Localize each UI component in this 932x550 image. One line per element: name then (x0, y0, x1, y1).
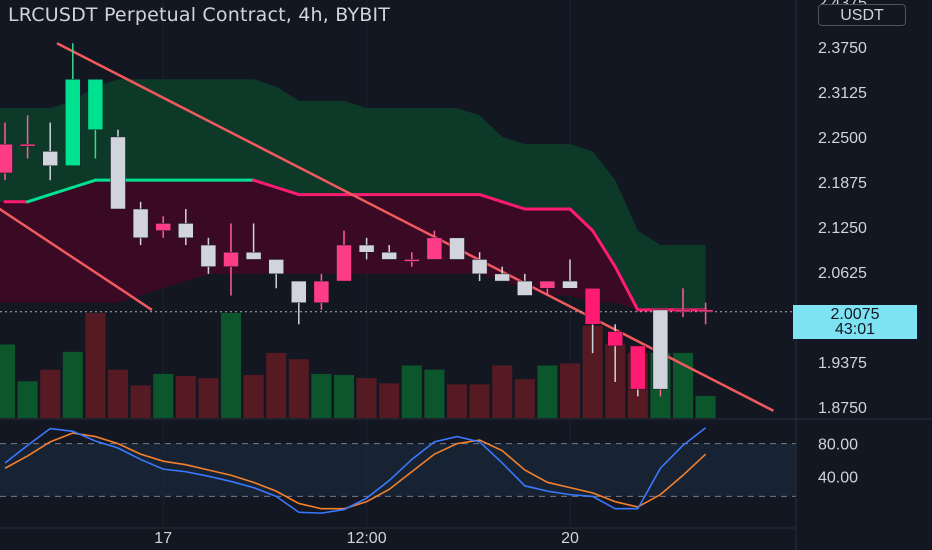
volume-bar (311, 373, 332, 418)
volume-bar (514, 379, 535, 418)
price-tick-label: 2.0625 (818, 265, 867, 282)
candle-body (245, 251, 262, 260)
time-tick-label: 12:00 (347, 530, 387, 547)
candle-body (584, 288, 601, 325)
last-price-badge: 2.0075 43:01 (793, 305, 917, 339)
mid-line-segment (500, 200, 527, 211)
candle-body (178, 223, 194, 239)
candle-body (630, 345, 646, 390)
candle-body (313, 280, 330, 303)
oscillator-tick-label: 80.00 (818, 437, 858, 454)
candle-body (426, 237, 443, 260)
mid-line-segment (591, 229, 617, 269)
lower-band-area (0, 180, 706, 310)
volume-bar (108, 369, 128, 418)
candle-body (155, 223, 171, 231)
price-tick-label: 2.2500 (818, 130, 867, 147)
currency-selector-button[interactable]: USDT (818, 4, 906, 26)
price-tick-label: 2.1875 (818, 175, 867, 192)
volume-bar (582, 325, 603, 418)
volume-bar (424, 369, 445, 418)
volume-bar (492, 365, 513, 418)
chart-title: LRCUSDT Perpetual Contract, 4h, BYBIT (8, 4, 391, 26)
candle-body (223, 251, 239, 267)
price-tick-label: 2.3125 (818, 85, 867, 102)
volume-bar (130, 385, 151, 418)
volume-bar (198, 378, 219, 418)
volume-bar (153, 373, 174, 418)
oscillator-d-line (4, 432, 707, 510)
volume-bars (0, 313, 716, 418)
volume-bar (334, 374, 354, 418)
price-tick-label: 1.9375 (818, 355, 867, 372)
volume-bar (356, 378, 377, 418)
candle-body (652, 309, 669, 390)
volume-bar (175, 376, 196, 418)
candle-body (471, 259, 488, 275)
mid-line-segment (252, 178, 278, 189)
mid-line-segment (26, 193, 52, 204)
mid-line-segment (71, 178, 97, 189)
volume-bar (469, 384, 490, 418)
candles (0, 43, 714, 397)
time-tick-label: 17 (154, 530, 172, 547)
candle-body (675, 309, 691, 313)
candle-body (0, 143, 13, 174)
candle-body (358, 244, 375, 253)
candle-body (132, 208, 149, 239)
volume-bar (0, 344, 15, 418)
volume-bar (17, 381, 38, 418)
volume-bar (695, 395, 716, 418)
oscillator-tick-label: 40.00 (818, 469, 858, 486)
mid-line-segment (48, 185, 75, 197)
candle-body (517, 280, 533, 296)
candle-body (607, 331, 623, 347)
volume-bar (560, 363, 580, 418)
candle-body (65, 79, 81, 167)
price-tick-label: 2.1250 (818, 220, 867, 237)
candle-body (87, 79, 104, 130)
candle-body (291, 280, 307, 303)
candle-body (404, 259, 420, 262)
bar-countdown: 43:01 (834, 321, 876, 338)
candle-body (562, 280, 578, 289)
mid-line-segment (478, 193, 504, 204)
volume-bar (62, 351, 83, 418)
price-tick-label: 1.8750 (818, 400, 867, 417)
time-tick-label: 20 (561, 530, 579, 547)
candle-body (268, 259, 284, 275)
mid-line-segment (568, 207, 595, 233)
candle-body (381, 251, 397, 260)
volume-bar (447, 384, 467, 418)
oscillator-band (0, 443, 796, 497)
candle-body (494, 273, 510, 282)
volume-bar (401, 365, 422, 418)
volume-bar (40, 369, 61, 418)
oscillator-pane (0, 427, 796, 514)
mid-line-segment (613, 265, 640, 312)
volume-bar (288, 359, 309, 418)
candle-body (19, 143, 36, 147)
candle-body (539, 280, 556, 289)
oscillator-k-line (4, 427, 707, 514)
volume-bar (379, 383, 400, 418)
price-tick-label: 2.3750 (818, 40, 867, 57)
candle-body (110, 136, 126, 210)
trendline (0, 207, 153, 311)
mid-line-segment (274, 185, 301, 197)
volume-bar (537, 365, 558, 418)
volume-bar (673, 352, 693, 418)
candle-body (449, 237, 465, 260)
candle-body (42, 151, 58, 167)
candle-body (697, 309, 714, 313)
volume-bar (221, 313, 241, 418)
volume-bar (266, 352, 287, 418)
candle-body (336, 244, 352, 282)
volume-bar (243, 374, 264, 418)
volume-bar (85, 313, 106, 418)
candle-body (200, 244, 217, 267)
last-price-value: 2.0075 (830, 306, 880, 323)
